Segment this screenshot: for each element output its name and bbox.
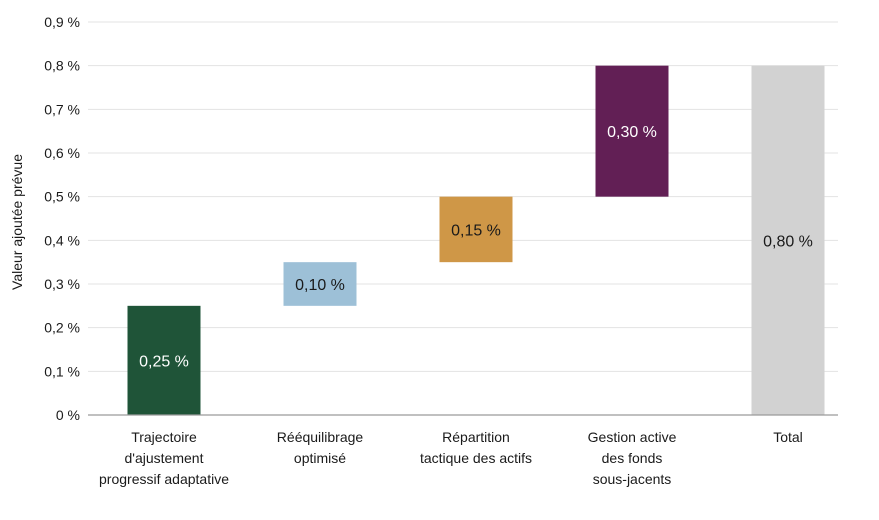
- bar-value-label: 0,30 %: [607, 124, 657, 141]
- y-tick-label: 0,6 %: [44, 145, 80, 161]
- bar: [127, 305, 201, 415]
- y-axis-tick-labels: 0 % 0,1 % 0,2 % 0,3 % 0,4 % 0,5 % 0,6 % 0,7 % 0,…: [44, 14, 80, 423]
- y-axis-title: Valeur ajoutée prévue: [9, 154, 25, 290]
- x-category-label: Répartition: [442, 429, 510, 445]
- x-category-label: des fonds: [602, 450, 663, 466]
- bar-value-label: 0,80 %: [763, 233, 813, 250]
- bars: 0,25 % 0,10 % 0,15 % 0,30 % 0,80 %: [127, 65, 825, 416]
- bar-value-label: 0,25 %: [139, 353, 189, 370]
- y-tick-label: 0,8 %: [44, 58, 80, 74]
- bar-value-label: 0,15 %: [451, 222, 501, 239]
- y-tick-label: 0,2 %: [44, 320, 80, 336]
- bar-value-label: 0,10 %: [295, 277, 345, 294]
- y-tick-label: 0,9 %: [44, 14, 80, 30]
- x-category-label: tactique des actifs: [420, 450, 532, 466]
- x-category-label: optimisé: [294, 450, 346, 466]
- y-tick-label: 0,1 %: [44, 363, 80, 379]
- x-category-label: sous-jacents: [593, 471, 672, 487]
- bar: [595, 65, 669, 197]
- x-category-label: d'ajustement: [125, 450, 204, 466]
- bar: [751, 65, 825, 416]
- x-category-label: Total: [773, 429, 803, 445]
- x-category-label: progressif adaptative: [99, 471, 229, 487]
- y-tick-label: 0 %: [56, 407, 80, 423]
- bar: [283, 262, 357, 306]
- x-axis-category-labels: Trajectoire d'ajustement progressif adapta…: [99, 429, 803, 487]
- y-tick-label: 0,5 %: [44, 189, 80, 205]
- bar: [439, 196, 513, 263]
- x-category-label: Rééquilibrage: [277, 429, 364, 445]
- y-tick-label: 0,3 %: [44, 276, 80, 292]
- y-tick-label: 0,7 %: [44, 101, 80, 117]
- x-category-label: Gestion active: [588, 429, 677, 445]
- y-tick-label: 0,4 %: [44, 232, 80, 248]
- x-category-label: Trajectoire: [131, 429, 197, 445]
